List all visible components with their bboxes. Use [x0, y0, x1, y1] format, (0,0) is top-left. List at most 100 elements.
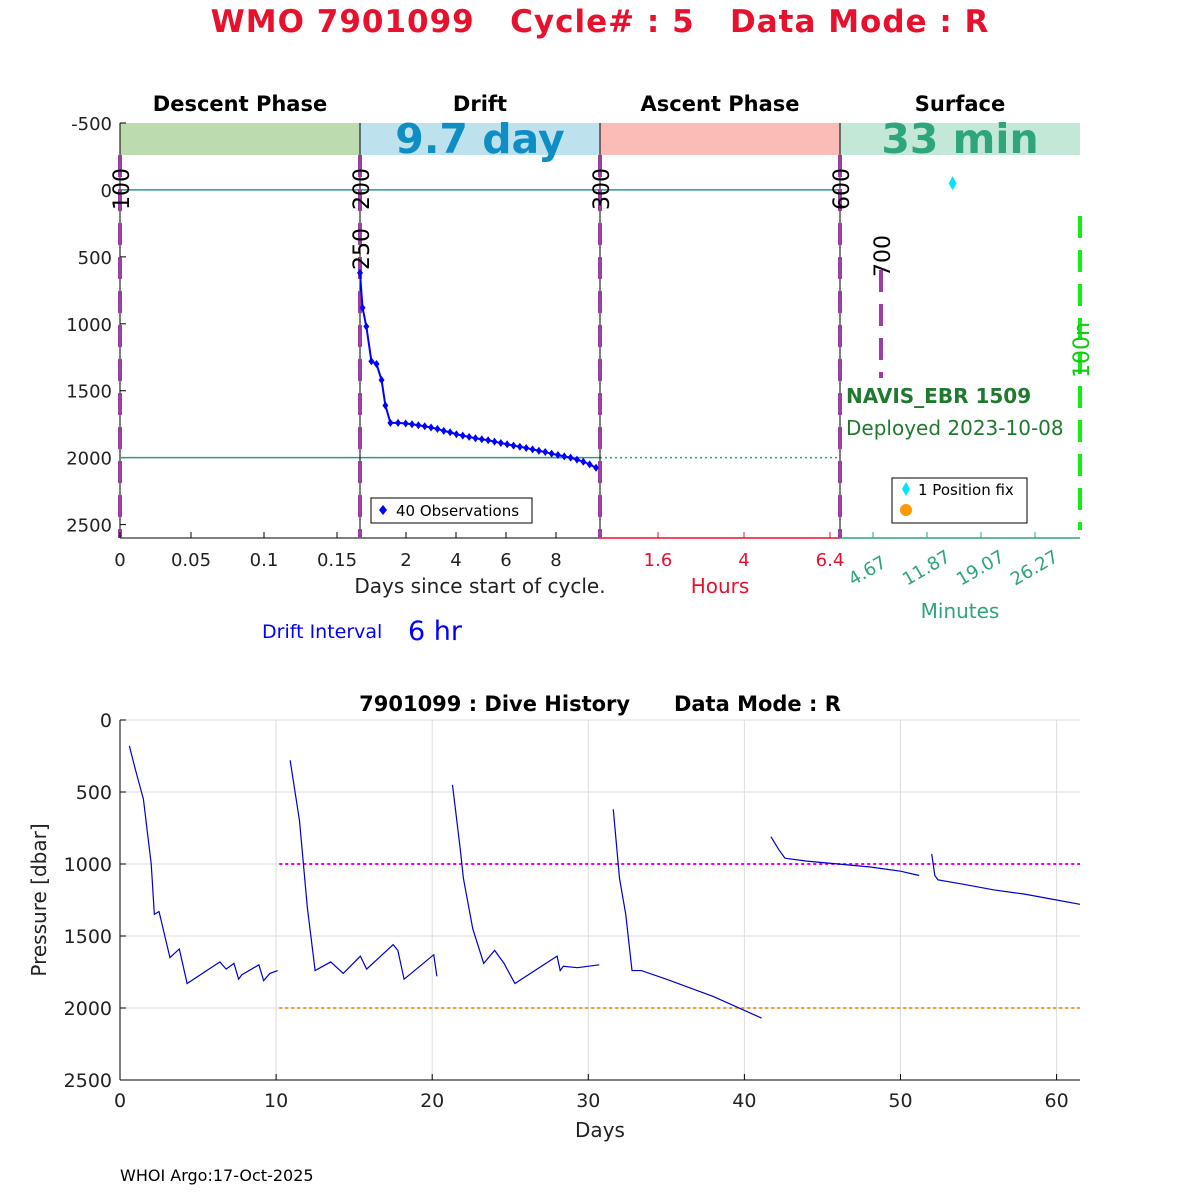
x-tick-label: 10 [264, 1090, 288, 1112]
footer-credit: WHOI Argo:17-Oct-2025 [120, 1166, 314, 1185]
position-fix-point [948, 176, 957, 191]
drift-point [535, 446, 542, 455]
x-tick-label: 4 [450, 550, 461, 571]
x-axis-title-hours: Hours [691, 574, 750, 598]
drift-point [491, 437, 498, 446]
dive-history-chart: 0 10 20 30 40 50 60 0 500 1000 1500 2000 2500 7901099… [27, 692, 1081, 1142]
phase-band [840, 123, 1080, 155]
x-tick-label-hours: 1.6 [644, 550, 673, 571]
dive-profile-line [612, 809, 762, 1019]
legend-label-position: 1 Position fix [918, 481, 1014, 499]
x-axis-title-days: Days since start of cycle. [354, 574, 605, 598]
dive-profile-line [770, 836, 920, 877]
phase-duration: 33 min [881, 115, 1038, 163]
phase-label: Drift [453, 92, 507, 116]
drift-point [373, 359, 380, 368]
x-tick-label: 2 [400, 550, 411, 571]
legend-marker [379, 505, 387, 515]
y-tick-label: 1000 [64, 854, 112, 876]
y-tick-label: -500 [71, 114, 112, 135]
drift-point [434, 424, 441, 433]
drift-point [382, 401, 389, 410]
drift-point [415, 421, 422, 430]
y-tick-label: 2000 [64, 998, 112, 1020]
page-title: WMO 7901099 Cycle# : 5 Data Mode : R [210, 4, 990, 40]
drift-point [510, 441, 517, 450]
drift-point [453, 430, 460, 439]
legend-marker-position [902, 482, 910, 496]
dive-profile-line [931, 853, 1081, 905]
drift-point [421, 422, 428, 431]
drift-point [561, 452, 568, 461]
event-label: 600 [830, 168, 855, 210]
drift-point [428, 423, 435, 432]
y-tick-label: 500 [78, 248, 112, 269]
drift-point [395, 418, 402, 427]
x-tick-label: 40 [732, 1090, 756, 1112]
event-label: 200 [350, 168, 375, 210]
legend-box [370, 497, 533, 524]
y-tick-label: 1500 [64, 926, 112, 948]
x-tick-label: 30 [576, 1090, 600, 1112]
x-axis-title-minutes: Minutes [921, 599, 1000, 623]
x-tick-label-hours: 4 [738, 550, 749, 571]
drift-point [593, 463, 599, 472]
y-tick-label: 2000 [66, 449, 112, 470]
x-tick-label: 60 [1044, 1090, 1068, 1112]
drift-point [440, 426, 447, 435]
x-tick-label-minutes: 26.27 [1007, 546, 1062, 590]
x-tick-label-hours: 6.4 [816, 550, 845, 571]
legend-marker-extra [900, 504, 912, 516]
phase-band [600, 123, 840, 155]
drift-point [586, 460, 593, 469]
x-tick-label: 0 [114, 550, 125, 571]
x-tick-label: 0.15 [317, 550, 357, 571]
drift-point [478, 435, 485, 444]
float-name: NAVIS_EBR 1509 [846, 384, 1031, 408]
drift-point [516, 442, 523, 451]
phase-label: Ascent Phase [641, 92, 800, 116]
drift-point [529, 445, 536, 454]
phase-duration: 9.7 day [395, 115, 564, 163]
drift-point [554, 451, 561, 459]
x-tick-label: 50 [888, 1090, 912, 1112]
drift-interval-label: Drift Interval [262, 621, 382, 643]
plot-area [120, 720, 1080, 1080]
y-tick-label: 1500 [66, 382, 112, 403]
x-tick-label: 0.05 [171, 550, 211, 571]
dive-profile-line [451, 784, 600, 985]
phase-band [360, 123, 600, 155]
y-tick-label: 500 [76, 782, 112, 804]
phase-band [120, 123, 360, 155]
x-tick-label-minutes: 11.87 [899, 546, 954, 590]
drift-point [466, 432, 473, 441]
dive-profile-line [128, 745, 278, 985]
phase-label: Descent Phase [153, 92, 327, 116]
drift-point [357, 268, 363, 277]
deployment-date: Deployed 2023-10-08 [846, 416, 1064, 440]
x-axis-title: Days [575, 1118, 625, 1142]
drift-point [402, 419, 409, 428]
chart-title: 7901099 : Dive History Data Mode : R [359, 692, 841, 716]
event-label: 250 [350, 228, 375, 270]
drift-series-line [359, 272, 597, 469]
drift-point [363, 322, 370, 331]
drift-point [472, 434, 479, 443]
drift-point [548, 449, 555, 458]
y-tick-label: 2500 [66, 516, 112, 537]
x-tick-label: 8 [550, 550, 561, 571]
drift-point [459, 431, 466, 440]
x-tick-label: 0 [114, 1090, 126, 1112]
drift-point [485, 436, 492, 445]
drift-point [573, 455, 580, 464]
legend-label: 40 Observations [396, 502, 519, 520]
y-axis-title: Pressure [dbar] [27, 823, 51, 976]
drift-point [523, 444, 530, 453]
y-tick-label: 0 [101, 181, 112, 202]
dive-profile-line [289, 760, 438, 981]
y-tick-label: 1000 [66, 315, 112, 336]
drift-point [447, 428, 454, 437]
drift-point [409, 420, 416, 429]
